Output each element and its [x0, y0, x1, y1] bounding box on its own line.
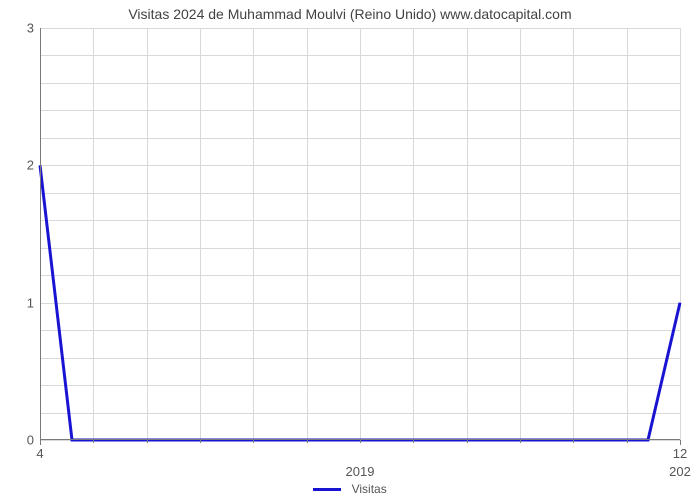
x-tick-major: [680, 440, 681, 445]
y-tick-label: 1: [18, 295, 34, 310]
x-tick-minor: [253, 440, 254, 443]
x-tick-label: 12: [673, 446, 687, 461]
y-tick-label: 0: [18, 433, 34, 448]
grid-line-vertical: [680, 28, 681, 440]
x-tick-minor: [520, 440, 521, 443]
x-tick-minor: [413, 440, 414, 443]
y-axis-line: [40, 28, 41, 440]
x-tick-minor: [573, 440, 574, 443]
x-secondary-label: 202: [669, 464, 691, 479]
x-tick-label: 4: [36, 446, 43, 461]
x-tick-minor: [307, 440, 308, 443]
x-tick-minor: [360, 440, 361, 443]
legend-swatch: [313, 488, 341, 491]
series-line: [40, 28, 680, 440]
y-tick-label: 2: [18, 158, 34, 173]
chart-title: Visitas 2024 de Muhammad Moulvi (Reino U…: [0, 6, 700, 22]
plot-area: [40, 28, 680, 440]
legend: Visitas: [0, 482, 700, 496]
legend-label: Visitas: [352, 482, 387, 496]
x-tick-minor: [93, 440, 94, 443]
x-tick-minor: [467, 440, 468, 443]
x-tick-minor: [200, 440, 201, 443]
y-tick-label: 3: [18, 21, 34, 36]
series-polyline: [40, 165, 680, 440]
x-tick-minor: [627, 440, 628, 443]
x-secondary-label: 2019: [346, 464, 375, 479]
x-tick-minor: [147, 440, 148, 443]
x-tick-major: [40, 440, 41, 445]
